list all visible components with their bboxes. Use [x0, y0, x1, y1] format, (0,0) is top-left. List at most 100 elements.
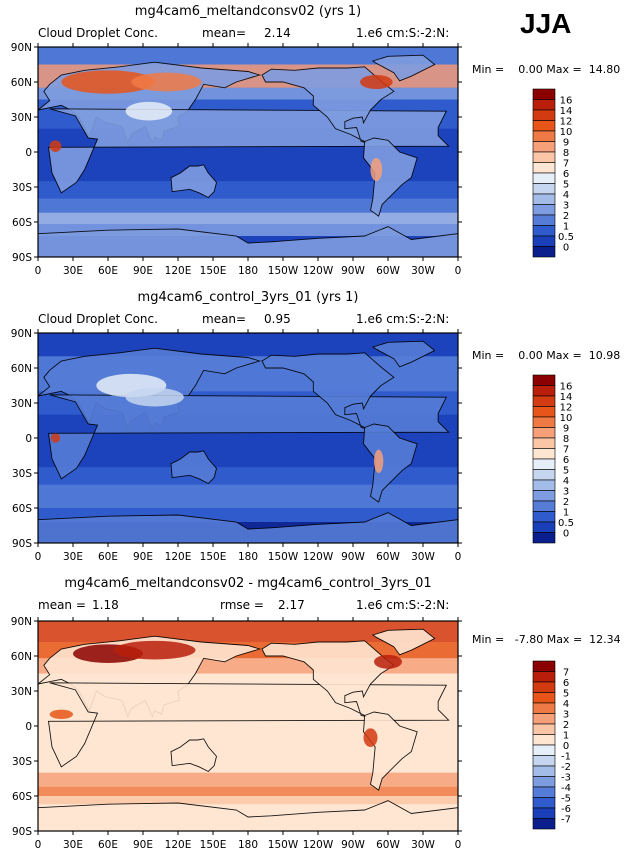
panel3-colorbar-box: [532, 713, 556, 725]
panel1-colorbar-box: [532, 193, 556, 205]
panel3-minmax: Min = -7.80 Max = 12.34: [472, 633, 621, 646]
panel1-field-band: [38, 224, 458, 236]
panel1-colorbar-label: 10: [560, 127, 573, 138]
panel2-colorbar-box: [532, 511, 556, 523]
panel3-x-tick-label: 90W: [341, 839, 365, 851]
panel3-colorbar-label: -7: [561, 815, 571, 826]
season-label: JJA: [520, 8, 572, 39]
panel3-coastline: [170, 738, 217, 773]
panel2-x-tick-label: 120W: [303, 551, 334, 563]
panel2-x-tick-label: 30W: [411, 551, 435, 563]
panel2-x-tick-label: 90E: [133, 551, 153, 563]
panel1-x-tick-label: 30W: [411, 265, 435, 277]
panel2-y-tick-label: 30N: [11, 398, 32, 410]
panel2-colorbar-label: 16: [560, 382, 573, 393]
panel1-colorbar-label: 4: [563, 190, 569, 201]
panel2-colorbar-label: 10: [560, 413, 573, 424]
panel1-field-feature: [125, 101, 173, 121]
panel3-colorbar-label: 5: [563, 689, 569, 700]
panel1-colorbar-label: 6: [563, 169, 569, 180]
panel1-colorbar-label: 2: [563, 211, 569, 222]
panel2-max-value: 10.98: [588, 349, 621, 362]
panel1-colorbar-box: [532, 120, 556, 132]
panel3-rmse-label: rmse =: [220, 598, 264, 612]
panel3-mean-label: mean =: [38, 598, 86, 612]
panel2-coastline: [363, 423, 418, 503]
panel3-field-feature: [374, 654, 402, 669]
panel1-colorbar-label: 5: [563, 180, 569, 191]
panel1-field-feature: [61, 70, 155, 94]
panel2-colorbar-label: 6: [563, 455, 569, 466]
panel2-colorbar-box: [532, 479, 556, 491]
panel1-field-feature: [131, 72, 202, 92]
panel2-map: 0 30E 60E 90E 120E 150E 180 150W 120W 90W 60W 30W 09…: [11, 328, 462, 563]
panel3-field-band: [38, 786, 458, 796]
panel2-field-feature: [125, 387, 184, 407]
panel1-x-tick-label: 150E: [200, 265, 227, 277]
panel2-minmax: Min = 0.00 Max = 10.98: [472, 349, 620, 362]
panel3-colorbar-label: 7: [563, 668, 569, 679]
panel1-coastline: [363, 137, 418, 217]
panel1-colorbar-box: [532, 214, 556, 226]
panel3-colorbar-box: [532, 723, 556, 735]
panel3-colorbar-label: 4: [563, 699, 569, 710]
panel1-x-tick-label: 120W: [303, 265, 334, 277]
panel3-colorbar-box: [532, 797, 556, 809]
panel1-y-tick-label: 0: [25, 147, 32, 159]
panel1-colorbar-label: 7: [563, 159, 569, 170]
panel3-colorbar-box: [532, 744, 556, 756]
panel2-colorbar-box: [532, 406, 556, 418]
panel2-field-feature: [50, 433, 61, 443]
panel1-colorbar-label: 1: [563, 222, 569, 233]
panel3-colorbar-label: 3: [563, 710, 569, 721]
panel3-colorbar-label: -6: [561, 804, 571, 815]
panel3-min-value: -7.80: [514, 633, 544, 646]
panel2-colorbar-label: 1: [563, 508, 569, 519]
panel2-colorbar-box: [532, 385, 556, 397]
panel1-x-tick-label: 0: [455, 265, 462, 277]
panel3-x-tick-label: 60W: [376, 839, 400, 851]
panel1-colorbar-box: [532, 246, 556, 258]
panel2-y-tick-label: 0: [25, 433, 32, 445]
panel2-colorbar-label: 0.5: [558, 518, 574, 529]
panel2-colorbar-label: 12: [560, 403, 573, 414]
panel3-colorbar-box: [532, 786, 556, 798]
panel2-mean-value: 0.95: [264, 312, 291, 326]
panel1-colorbar-box: [532, 162, 556, 174]
panel1-coastline: [371, 54, 436, 82]
panel1-coastline: [170, 164, 217, 199]
panel1-colorbar-label: 14: [560, 106, 573, 117]
panel2-colorbar-label: 4: [563, 476, 569, 487]
panel1-colorbar-label: 16: [560, 96, 573, 107]
panel2-coastline: [170, 450, 217, 485]
panel2-y-tick-label: 90N: [11, 328, 32, 340]
panel2-x-tick-label: 60E: [98, 551, 118, 563]
panel1-field-band: [38, 47, 458, 65]
panel2-y-tick-label: 60S: [12, 503, 32, 515]
panel2-colorbar-box: [532, 374, 556, 386]
panel3-map: 0 30E 60E 90E 120E 150E 180 150W 120W 90W 60W 30W 09…: [11, 616, 462, 851]
panel3-colorbar-box: [532, 671, 556, 683]
panel2-colorbar-box: [532, 416, 556, 428]
panel3-x-tick-label: 30W: [411, 839, 435, 851]
panel1-colorbar-label: 8: [563, 148, 569, 159]
panel1-colorbar-label: 0: [563, 243, 569, 254]
panel3-min-label: Min =: [472, 633, 505, 646]
panel1-y-tick-label: 60N: [11, 77, 32, 89]
panel1-min-value: 0.00: [518, 63, 543, 76]
panel3-x-tick-label: 0: [35, 839, 42, 851]
panel2-x-tick-label: 150E: [200, 551, 227, 563]
panel3-colorbar-label: -2: [561, 762, 571, 773]
panel3-x-tick-label: 150E: [200, 839, 227, 851]
panel2-colorbar-box: [532, 490, 556, 502]
panel1-variable: Cloud Droplet Conc.: [38, 26, 158, 40]
panel1-colorbar-box: [532, 141, 556, 153]
panel2-y-tick-label: 90S: [12, 538, 32, 550]
panel1-map: 0 30E 60E 90E 120E 150E 180 150W 120W 90W 60W 30W 09…: [11, 42, 462, 277]
panel1-colorbar-label: 3: [563, 201, 569, 212]
panel2-x-tick-label: 0: [455, 551, 462, 563]
panel3-x-tick-label: 180: [238, 839, 258, 851]
panel1-colorbar-box: [532, 99, 556, 111]
panel1-mean-label: mean=: [202, 26, 247, 40]
